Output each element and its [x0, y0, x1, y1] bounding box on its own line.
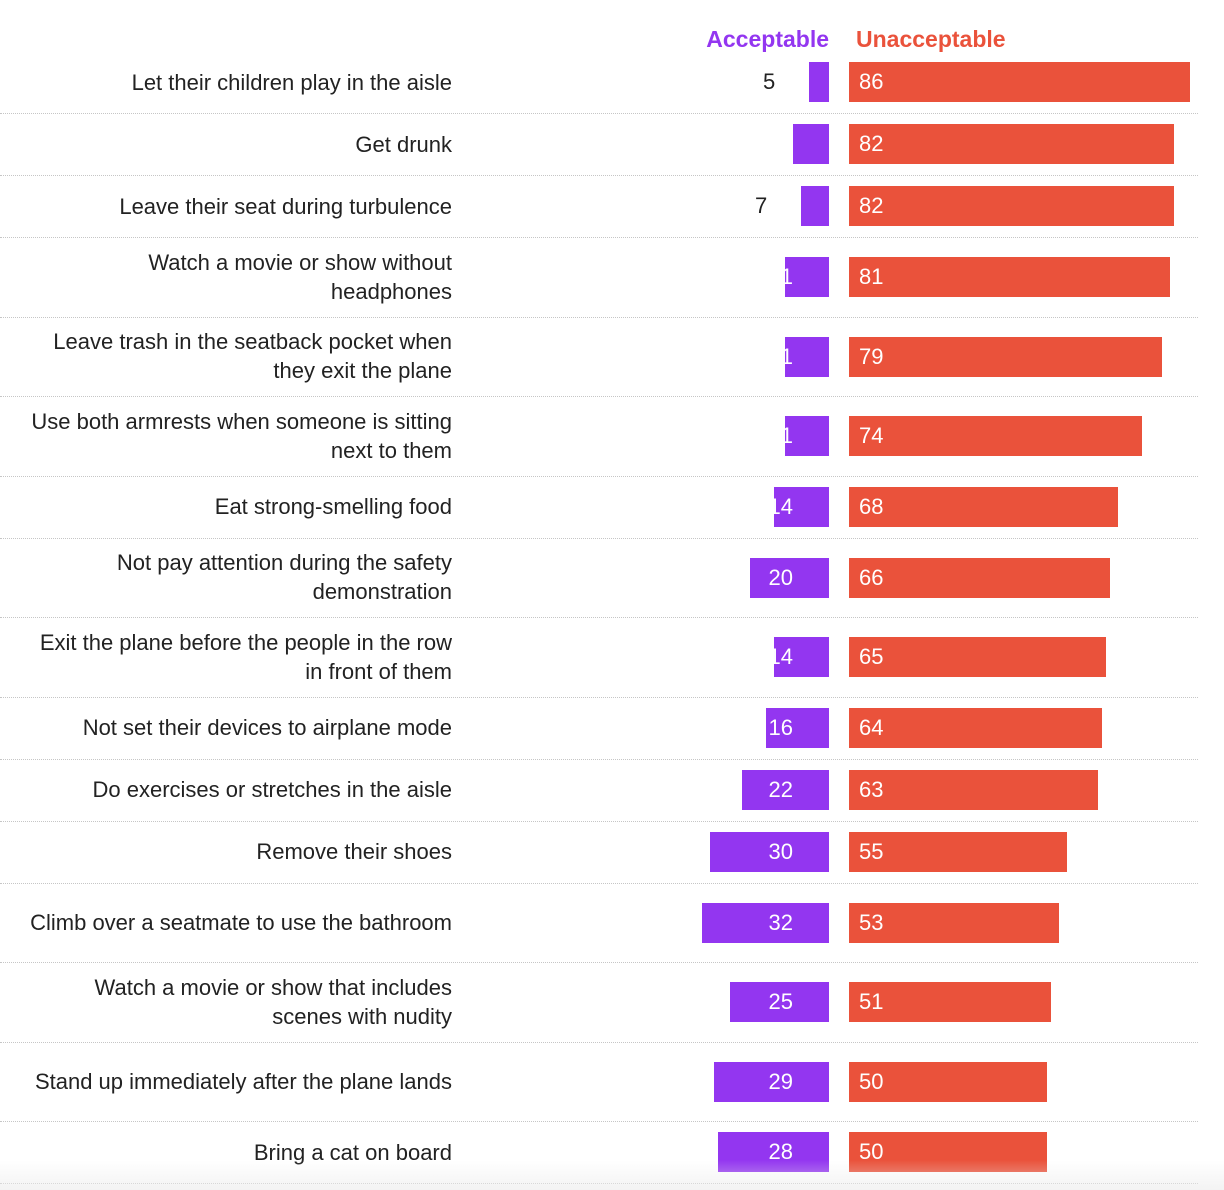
category-label: Climb over a seatmate to use the bathroo…	[30, 909, 452, 935]
category-label: Leave trash in the seatback pocket when …	[53, 329, 452, 384]
category-label: Watch a movie or show without headphones	[148, 249, 452, 304]
value-label-acceptable: 20	[768, 564, 793, 590]
value-label-unacceptable: 81	[859, 264, 884, 289]
chart-row: Leave trash in the seatback pocket when …	[0, 317, 1198, 397]
bar-unacceptable	[849, 186, 1174, 226]
value-label-unacceptable: 86	[859, 69, 884, 94]
value-label-unacceptable: 55	[859, 838, 884, 864]
bar-unacceptable	[849, 831, 1067, 872]
value-label-unacceptable: 50	[859, 1139, 884, 1164]
value-label-unacceptable: 68	[859, 493, 884, 519]
bar-acceptable	[801, 186, 829, 226]
category-label: Not set their devices to airplane mode	[82, 715, 452, 740]
value-label-acceptable: 29	[768, 1068, 793, 1094]
bar-unacceptable	[849, 557, 1111, 598]
value-label-unacceptable: 50	[859, 1068, 884, 1094]
chart-row: Leave their seat during turbulence 7 82	[0, 175, 1198, 238]
value-label-acceptable: 22	[768, 776, 793, 802]
category-label: Get drunk	[355, 131, 452, 157]
value-label-acceptable: 30	[768, 838, 793, 864]
category-label: Let their children play in the aisle	[131, 69, 452, 95]
value-label-acceptable: 16	[768, 714, 793, 740]
value-label-unacceptable: 74	[859, 423, 884, 448]
value-label-acceptable: 11	[770, 264, 793, 289]
category-label: Do exercises or stretches in the aisle	[92, 777, 453, 802]
bar-acceptable	[773, 486, 829, 527]
category-label: Use both armrests when someone is sittin…	[31, 408, 452, 463]
chart-row: Do exercises or stretches in the aisle 22…	[0, 759, 1198, 822]
value-label-unacceptable: 64	[859, 714, 884, 740]
bar-unacceptable	[849, 982, 1051, 1022]
category-label: Remove their shoes	[256, 839, 452, 864]
category-label: Bring a cat on board	[253, 1139, 452, 1165]
bar-acceptable	[741, 769, 829, 810]
bar-unacceptable	[849, 637, 1107, 677]
bar-acceptable	[710, 831, 829, 872]
category-label: Watch a movie or show that includes scen…	[94, 974, 452, 1029]
bar-unacceptable	[849, 769, 1099, 810]
category-label: Not pay attention during the safety demo…	[116, 550, 452, 605]
value-label-acceptable: 9	[780, 131, 793, 156]
category-label: Stand up immediately after the plane lan…	[34, 1068, 452, 1094]
bar-unacceptable	[849, 336, 1162, 377]
value-label-acceptable: 5	[762, 69, 776, 94]
chart-row: Remove their shoes 30 55	[0, 821, 1198, 884]
bar-acceptable	[809, 62, 829, 102]
value-label-acceptable: 14	[768, 644, 793, 669]
value-label-unacceptable: 63	[859, 776, 884, 802]
bar-acceptable	[773, 637, 829, 677]
bar-unacceptable	[849, 257, 1170, 297]
bar-acceptable	[793, 124, 829, 164]
bar-unacceptable	[849, 486, 1119, 527]
chart-row: Let their children play in the aisle 5 86	[0, 51, 1198, 114]
bar-acceptable	[785, 416, 829, 456]
bar-unacceptable	[849, 124, 1174, 164]
value-label-acceptable: 28	[768, 1139, 793, 1164]
value-label-acceptable: 14	[768, 493, 793, 519]
value-label-acceptable: 7	[755, 193, 768, 218]
bar-acceptable	[785, 336, 829, 377]
legend-unacceptable: Unacceptable	[856, 26, 1006, 52]
chart-row: Get drunk 9 82	[0, 113, 1198, 176]
value-label-unacceptable: 66	[859, 564, 884, 590]
value-label-acceptable: 32	[768, 909, 793, 935]
bar-acceptable	[702, 902, 829, 943]
chart-row: Watch a movie or show without headphones…	[0, 237, 1198, 318]
bar-unacceptable	[849, 416, 1143, 456]
category-label: Leave their seat during turbulence	[119, 193, 452, 219]
chart-row: Not pay attention during the safety demo…	[0, 538, 1198, 618]
bar-acceptable	[730, 982, 829, 1022]
bar-acceptable	[765, 707, 829, 748]
chart-row: Not set their devices to airplane mode 16…	[0, 697, 1198, 760]
bar-acceptable	[749, 557, 829, 598]
value-label-unacceptable: 65	[859, 644, 884, 669]
chart-row: Watch a movie or show that includes scen…	[0, 962, 1198, 1043]
bar-acceptable	[714, 1061, 829, 1102]
value-label-unacceptable: 82	[859, 131, 884, 156]
legend-acceptable: Acceptable	[706, 26, 829, 52]
category-label: Exit the plane before the people in the …	[39, 629, 452, 684]
category-label: Eat strong-smelling food	[214, 494, 452, 519]
value-label-acceptable: 11	[770, 423, 793, 448]
value-label-acceptable: 11	[770, 343, 793, 369]
chart-row: Stand up immediately after the plane lan…	[0, 1042, 1198, 1122]
bar-unacceptable	[849, 902, 1059, 943]
value-label-unacceptable: 79	[859, 343, 884, 369]
value-label-unacceptable: 82	[859, 193, 884, 218]
chart-row: Exit the plane before the people in the …	[0, 617, 1198, 698]
value-label-acceptable: 25	[768, 989, 793, 1014]
chart-row: Bring a cat on board 28 50	[0, 1121, 1198, 1184]
value-label-unacceptable: 51	[859, 989, 884, 1014]
chart-row: Eat strong-smelling food 14 68	[0, 476, 1198, 539]
value-label-unacceptable: 53	[859, 909, 884, 935]
bar-unacceptable	[849, 62, 1190, 102]
bar-unacceptable	[849, 1061, 1047, 1102]
bar-unacceptable	[849, 707, 1103, 748]
chart-row: Use both armrests when someone is sittin…	[0, 396, 1198, 477]
chart-row: Climb over a seatmate to use the bathroo…	[0, 883, 1198, 963]
bar-acceptable	[785, 257, 829, 297]
